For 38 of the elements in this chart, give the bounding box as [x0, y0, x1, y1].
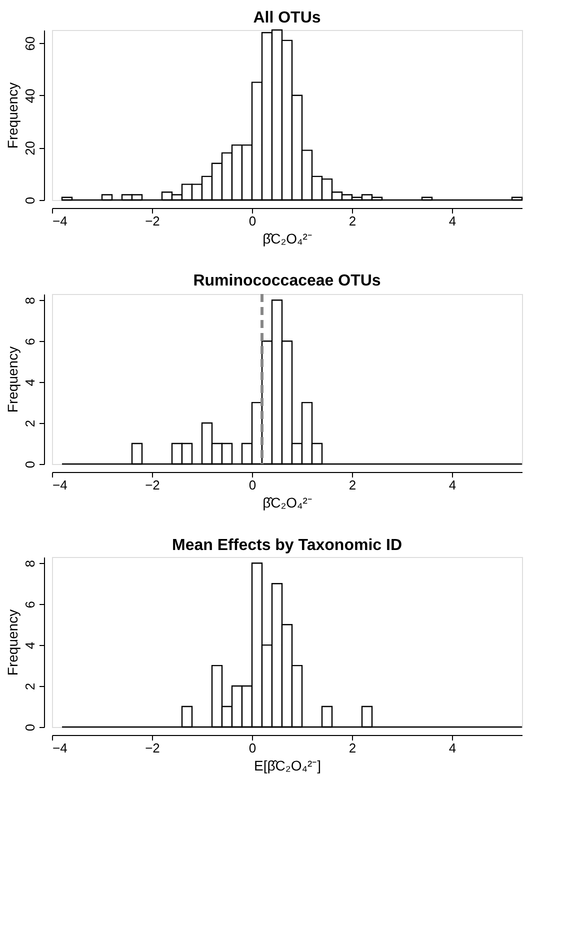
y-tick-label: 60 — [22, 36, 38, 51]
y-tick-label: 6 — [22, 600, 38, 608]
x-tick-label: −4 — [52, 740, 68, 756]
y-tick-label: 0 — [22, 196, 38, 204]
x-tick-label: −2 — [145, 478, 160, 492]
y-tick-label: 8 — [22, 560, 38, 568]
y-tick-label: 0 — [22, 460, 38, 468]
x-tick-label: 0 — [248, 740, 256, 756]
x-tick-label: −4 — [52, 478, 68, 492]
y-tick-label: 40 — [22, 88, 38, 104]
x-tick-label: −2 — [145, 740, 160, 756]
x-tick-label: −4 — [52, 214, 68, 228]
y-axis-title: Frequency — [4, 346, 20, 413]
y-tick-label: 2 — [22, 420, 38, 428]
x-tick-label: 4 — [448, 478, 456, 492]
x-tick-label: 2 — [348, 740, 356, 756]
x-tick-label: 2 — [348, 478, 356, 492]
y-tick-label: 20 — [22, 140, 38, 156]
y-tick-label: 4 — [22, 378, 38, 386]
x-tick-label: 0 — [248, 478, 256, 492]
x-tick-label: 4 — [448, 740, 456, 756]
x-axis-title: β̂C₂O₄²⁻ — [262, 230, 312, 246]
x-tick-label: −2 — [145, 214, 160, 228]
x-tick-label: 2 — [348, 214, 356, 228]
y-tick-label: 8 — [22, 297, 38, 304]
y-axis-title: Frequency — [4, 82, 20, 149]
y-axis-title: Frequency — [4, 609, 20, 676]
x-axis-title: β̂C₂O₄²⁻ — [262, 494, 312, 510]
y-tick-label: 4 — [22, 642, 38, 650]
y-tick-label: 6 — [22, 338, 38, 346]
x-axis-title: E[β̂C₂O₄²⁻] — [254, 758, 321, 774]
y-tick-label: 0 — [22, 724, 38, 732]
chart-title: All OTUs — [253, 9, 321, 26]
chart-title: Mean Effects by Taxonomic ID — [172, 537, 402, 554]
y-tick-label: 2 — [22, 682, 38, 690]
x-tick-label: 0 — [248, 214, 256, 228]
x-tick-label: 4 — [448, 214, 456, 228]
chart-title: Ruminococcaceae OTUs — [193, 272, 381, 290]
